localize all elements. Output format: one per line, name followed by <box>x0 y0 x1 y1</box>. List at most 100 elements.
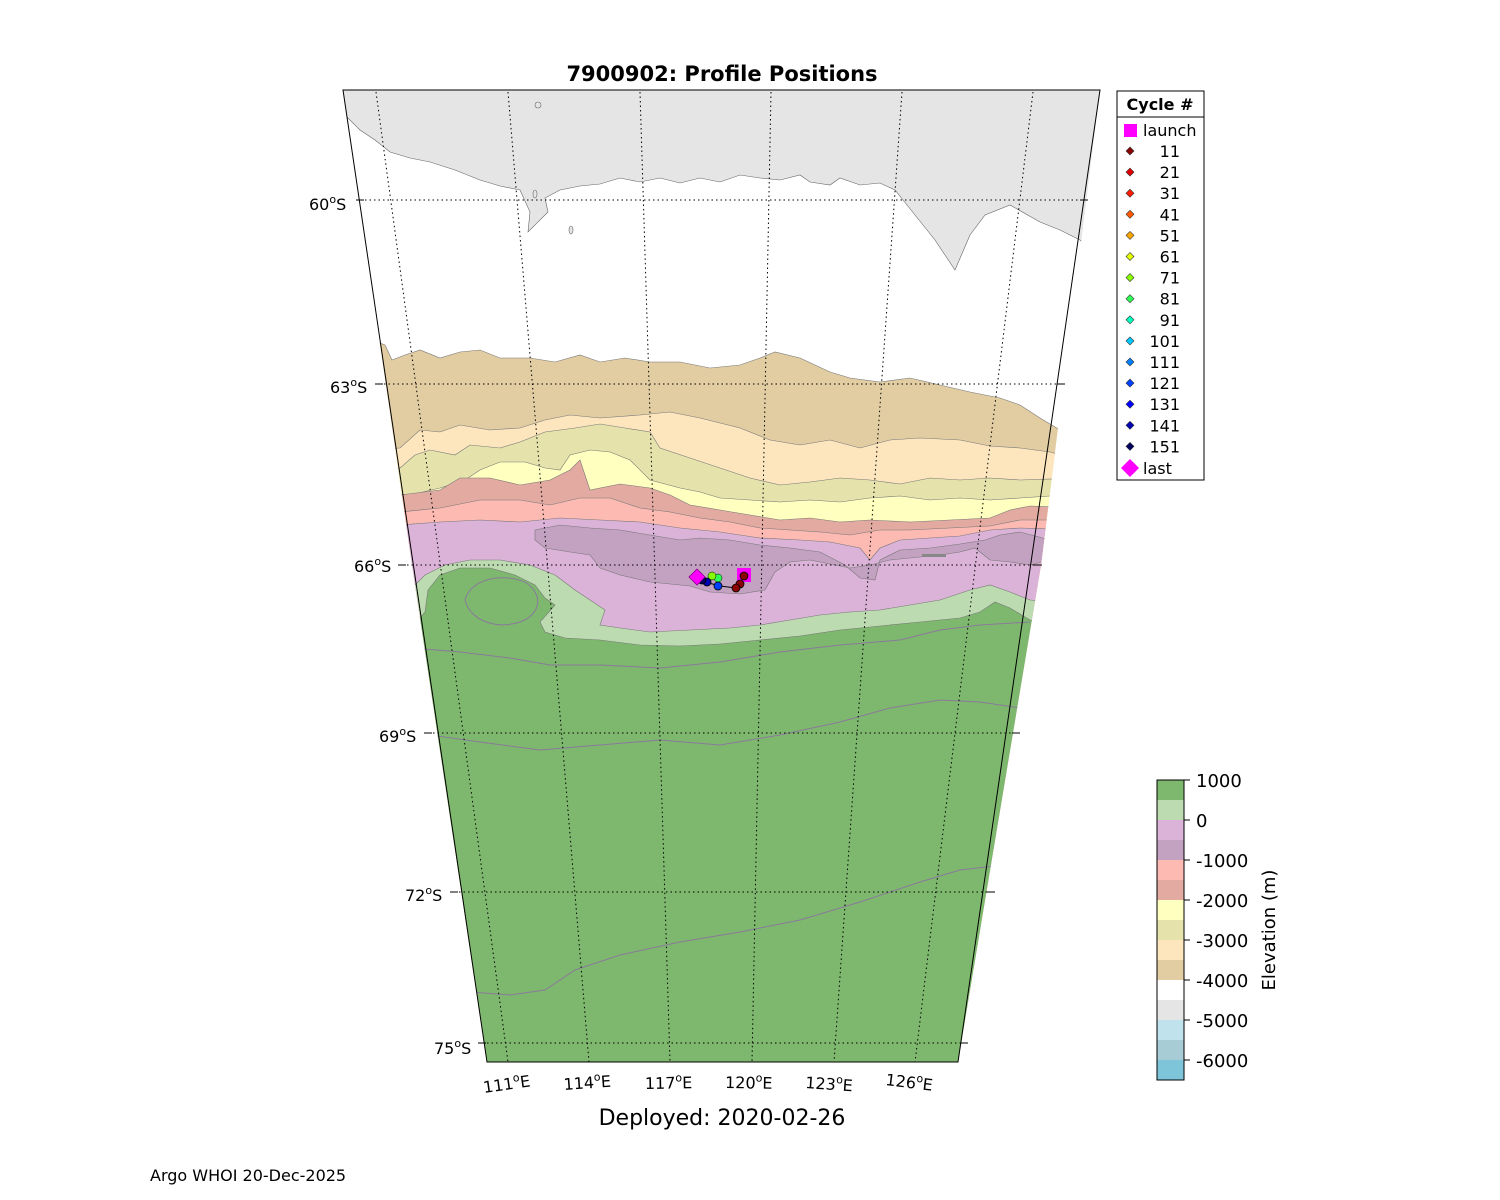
map-area <box>343 90 1100 1062</box>
legend-cycle-label: 91 <box>1160 311 1180 330</box>
colorbar-swatch <box>1157 840 1184 861</box>
colorbar-swatch <box>1157 900 1184 921</box>
lon-label-111: 111oE <box>482 1070 532 1097</box>
abyss-4500-region <box>343 90 1100 271</box>
legend-cycle-label: 141 <box>1149 416 1180 435</box>
lon-123-line <box>833 91 903 1063</box>
small-feature <box>922 554 946 557</box>
legend-cycle-swatch <box>1125 294 1135 304</box>
island <box>534 101 542 109</box>
colorbar-swatch <box>1157 860 1184 881</box>
lon-label-120: 120oE <box>725 1071 773 1093</box>
legend-cycle-label: 41 <box>1160 205 1180 224</box>
colorbar-swatch <box>1157 920 1184 941</box>
legend-cycle-label: 31 <box>1160 184 1180 203</box>
legend-cycle-swatch <box>1125 378 1135 388</box>
colorbar-swatch <box>1157 960 1184 981</box>
lon-label-123: 123oE <box>805 1071 854 1095</box>
lat-label-63: 63oS <box>330 376 367 397</box>
colorbar-tick-label: -6000 <box>1196 1051 1248 1072</box>
colorbar-ticks: 1000 0 -1000 -2000 -3000 -4000 -5000 -6000 <box>1184 771 1248 1072</box>
legend: Cycle # launch 1121314151617181911011111… <box>1116 90 1205 481</box>
colorbar-swatch <box>1157 880 1184 901</box>
legend-cycle-label: 121 <box>1149 374 1180 393</box>
legend-cycle-label: 11 <box>1160 142 1180 161</box>
colorbar-swatch <box>1157 1000 1184 1021</box>
colorbar-label: Elevation (m) <box>1259 870 1280 991</box>
legend-cycle-label: 51 <box>1160 226 1180 245</box>
lon-label-126: 126oE <box>885 1068 935 1095</box>
legend-box <box>1116 90 1205 481</box>
deep-shelf-region <box>534 524 1051 595</box>
colorbar-swatches <box>1157 780 1184 1081</box>
colorbar-tick-label: -5000 <box>1196 1011 1248 1032</box>
legend-launch-swatch <box>1124 124 1137 137</box>
cycle-71-marker <box>707 571 717 581</box>
legend-last-swatch <box>1121 459 1139 477</box>
colorbar-tick-label: -2000 <box>1196 891 1248 912</box>
land-contour-4 <box>469 865 996 996</box>
lon-114-line <box>507 91 590 1063</box>
island <box>532 189 538 199</box>
legend-cycle-swatch <box>1125 252 1135 261</box>
legend-cycle-swatch <box>1125 420 1135 430</box>
colorbar-frame <box>1156 779 1185 1081</box>
footer-credit: Argo WHOI 20-Dec-2025 <box>150 1166 347 1185</box>
longitude-labels: 111oE 114oE 117oE 120oE 123oE 126oE <box>482 1068 935 1097</box>
frame-ticks <box>356 199 1088 1044</box>
colorbar-swatch <box>1157 820 1184 841</box>
colorbar-tick-label: 1000 <box>1196 771 1242 792</box>
colorbar-tick-label: 0 <box>1196 811 1207 832</box>
legend-cycle-label: 101 <box>1149 332 1180 351</box>
land-region <box>359 567 1081 1062</box>
colorbar-swatch <box>1157 780 1184 801</box>
cycle-11-marker <box>739 571 749 581</box>
legend-cycle-label: 151 <box>1149 437 1180 456</box>
lat-label-75: 75oS <box>434 1037 471 1058</box>
legend-cycle-label: 71 <box>1160 269 1180 288</box>
legend-cycle-swatch <box>1125 399 1135 409</box>
map-title: 7900902: Profile Positions <box>566 62 877 86</box>
colorbar-tick-label: -4000 <box>1196 971 1248 992</box>
colorbar-swatch <box>1157 1060 1184 1081</box>
colorbar-swatch <box>1157 800 1184 821</box>
legend-cycle-swatch <box>1125 315 1135 325</box>
colorbar-swatch <box>1157 1020 1184 1041</box>
legend-cycle-swatch <box>1125 441 1135 451</box>
float-track <box>688 568 751 593</box>
lon-label-117: 117oE <box>645 1071 693 1093</box>
legend-last-label: last <box>1143 459 1172 478</box>
legend-cycle-swatch <box>1125 188 1135 198</box>
land-contour-3 <box>429 699 1021 751</box>
colorbar-swatch <box>1157 940 1184 961</box>
lat-label-66: 66oS <box>354 555 391 576</box>
legend-cycle-label: 131 <box>1149 395 1180 414</box>
colorbar-swatch <box>1157 980 1184 1001</box>
lon-111-line <box>375 91 509 1063</box>
colorbar: 1000 0 -1000 -2000 -3000 -4000 -5000 -6000 Elev… <box>1156 771 1280 1081</box>
legend-cycle-label: 81 <box>1160 290 1180 309</box>
island <box>568 225 574 235</box>
graticule <box>356 91 1088 1063</box>
cycle-121-marker <box>713 581 723 591</box>
land-contour-2 <box>411 621 1031 669</box>
legend-cycle-swatch <box>1125 167 1135 177</box>
colorbar-tick-label: -1000 <box>1196 851 1248 872</box>
land-contour-1 <box>464 577 539 626</box>
last-marker <box>688 568 706 586</box>
cycle-marker <box>731 583 741 593</box>
legend-cycles: 11 21 31 41 51 61 71 81 91 101 111 121 131 141 151 <box>1125 142 1180 456</box>
legend-cycle-label: 21 <box>1160 163 1180 182</box>
legend-title: Cycle # <box>1127 95 1194 114</box>
lat-label-60: 60oS <box>309 193 346 214</box>
legend-cycle-label: 61 <box>1160 248 1180 267</box>
legend-cycle-swatch <box>1125 146 1135 156</box>
legend-cycle-swatch <box>1125 357 1135 367</box>
colorbar-swatch <box>1157 1040 1184 1061</box>
lon-label-114: 114oE <box>563 1070 612 1094</box>
legend-cycle-swatch <box>1125 336 1135 346</box>
lat-label-69: 69oS <box>379 725 416 746</box>
legend-cycle-swatch <box>1125 230 1135 240</box>
lon-126-line <box>914 91 1034 1063</box>
deployed-subtitle: Deployed: 2020-02-26 <box>599 1106 846 1131</box>
